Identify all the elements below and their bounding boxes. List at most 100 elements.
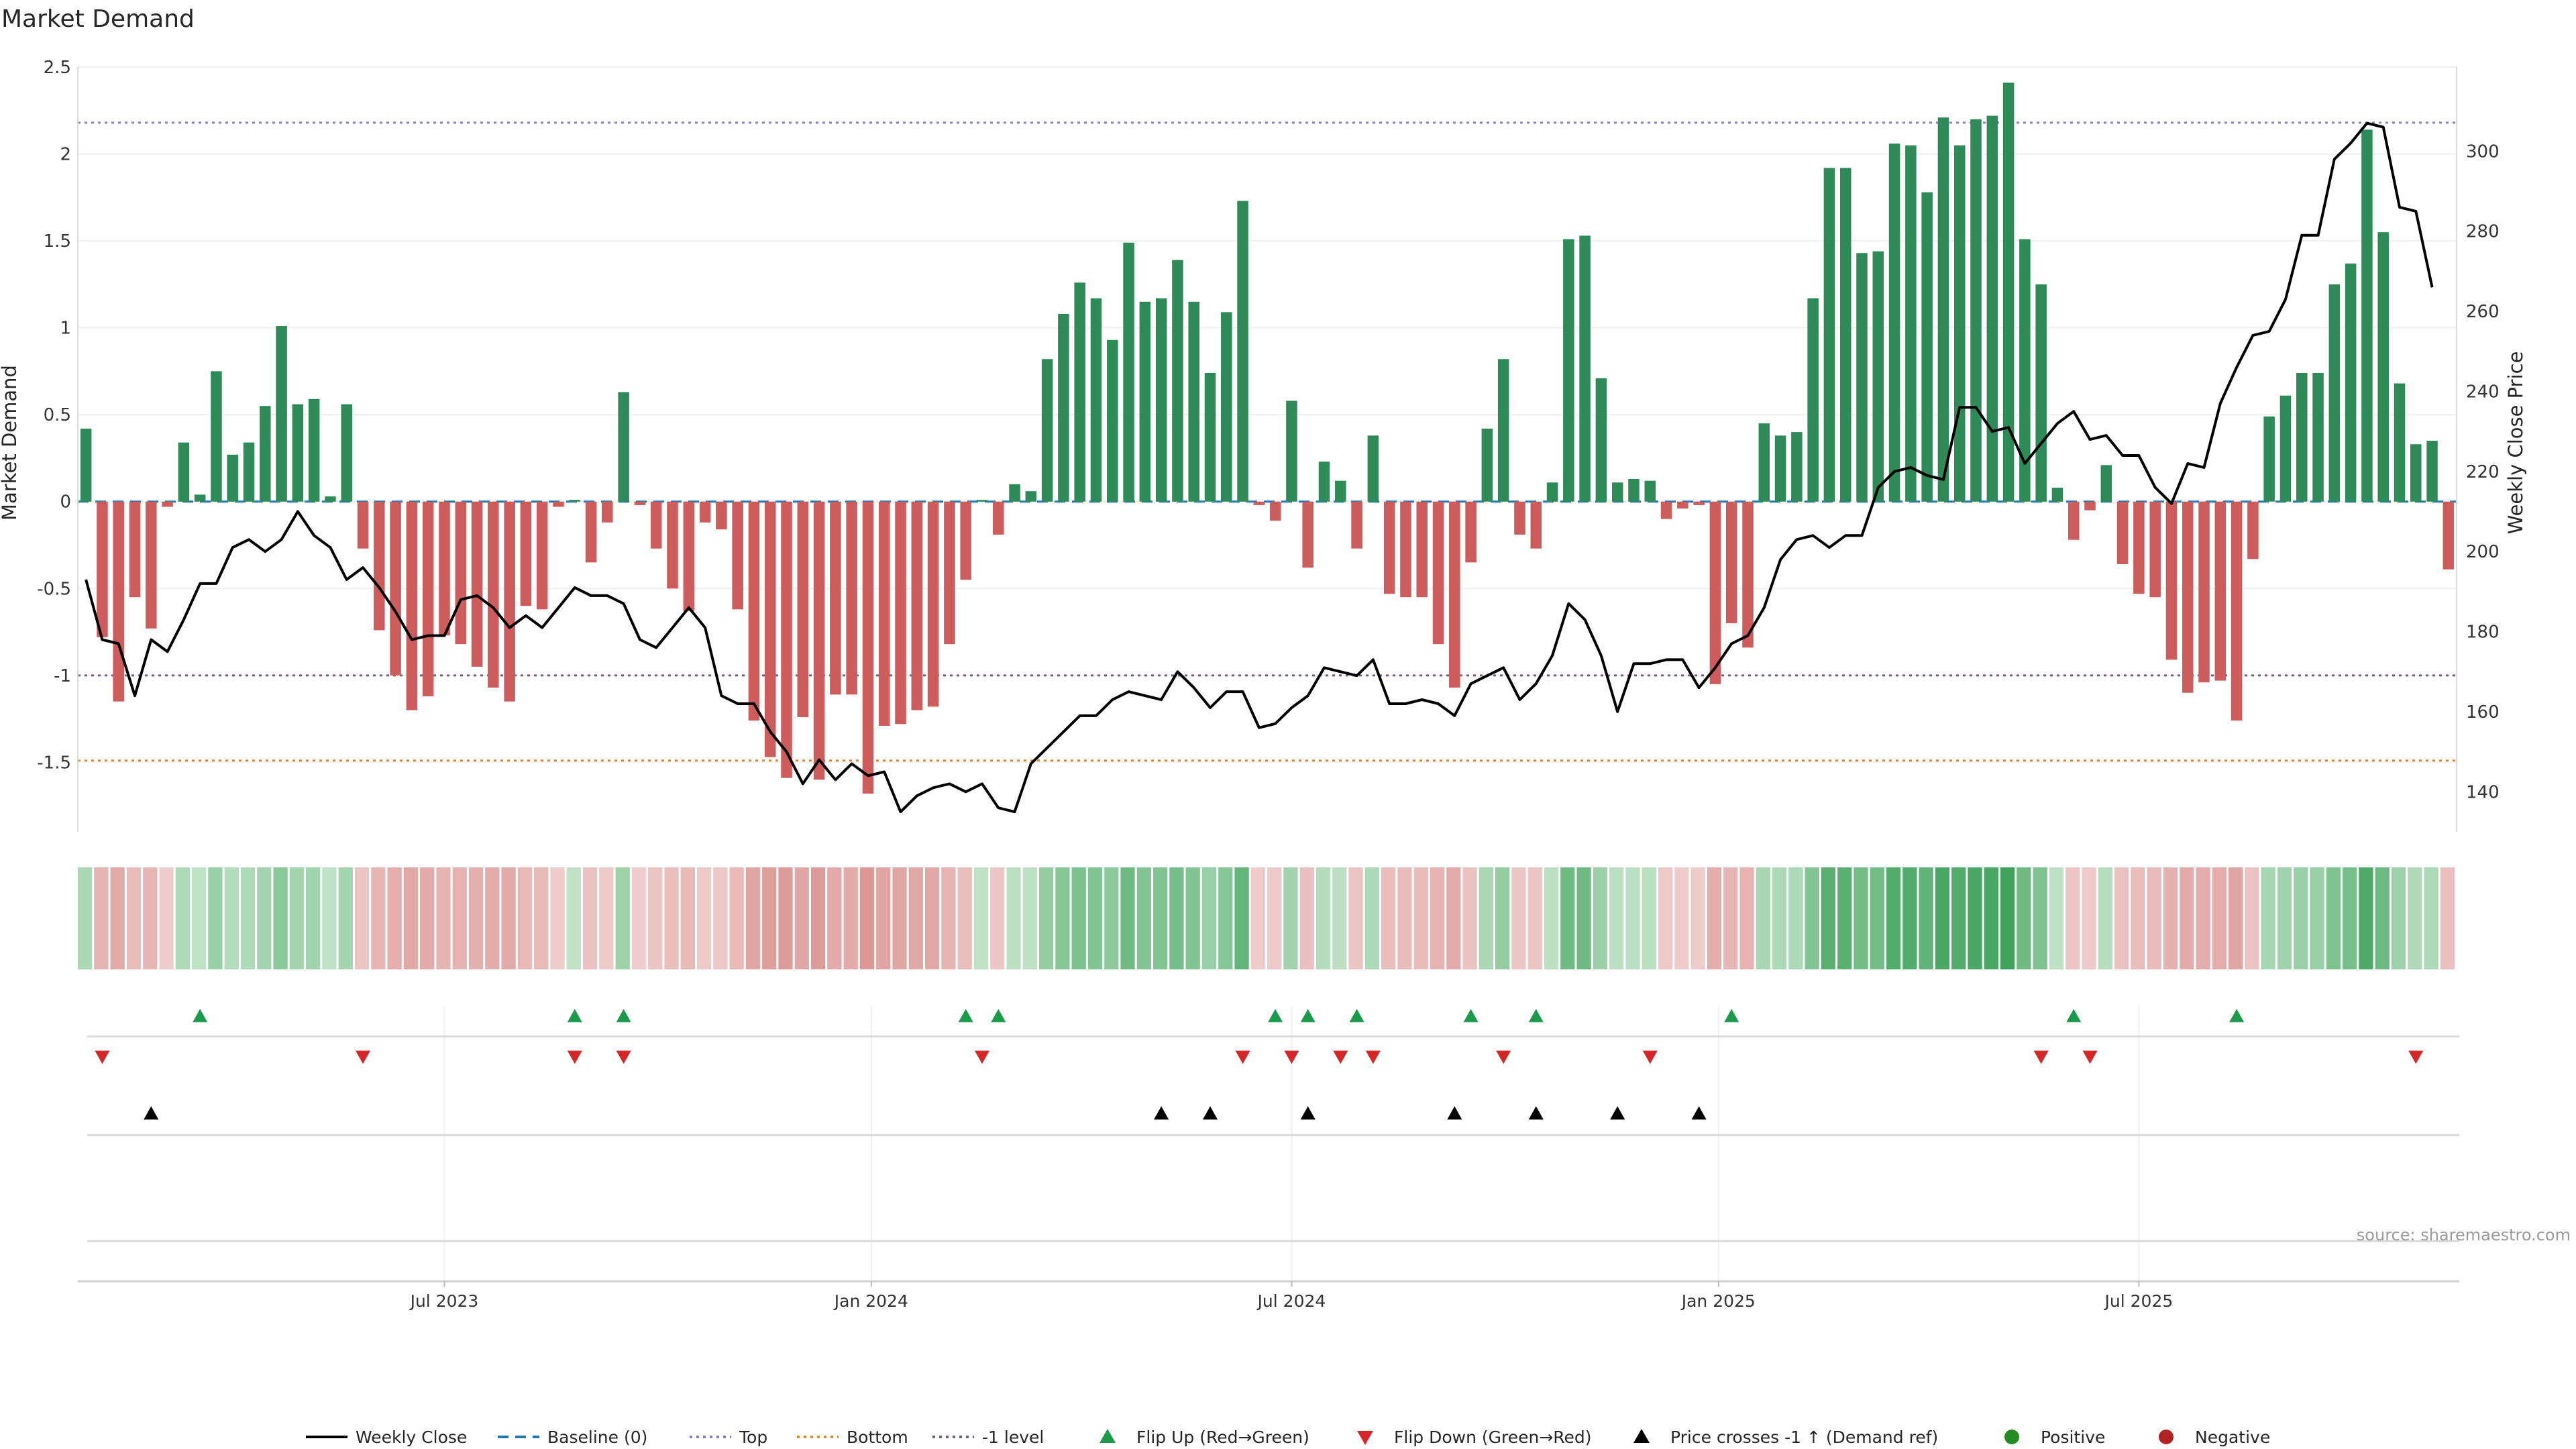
demand-bar (1237, 201, 1248, 502)
heat-cell (631, 867, 647, 969)
demand-bar (764, 501, 776, 757)
heat-cell (94, 867, 109, 969)
demand-bar (1009, 484, 1020, 502)
flip-up-marker (2229, 1009, 2245, 1022)
heat-cell (1707, 867, 1722, 969)
demand-bar (960, 501, 971, 580)
demand-bar (1644, 480, 1656, 502)
heat-cell (2033, 867, 2047, 969)
flip-down-marker (2033, 1051, 2049, 1064)
heat-cell (582, 867, 598, 969)
legend-label: Positive (2041, 1428, 2105, 1447)
heat-cell (2245, 867, 2259, 969)
demand-bar (1155, 298, 1167, 502)
flip-up-marker (991, 1009, 1006, 1022)
heat-cell (941, 867, 956, 969)
flip-up-marker (1349, 1009, 1364, 1022)
heat-cell (1723, 867, 1738, 969)
demand-bar (1937, 117, 1949, 502)
demand-bar (1058, 313, 1069, 502)
demand-bar (1335, 480, 1346, 502)
axes: Market Demand Weekly Close Price -1.5 -1 -… (0, 58, 2527, 832)
heat-cell (436, 867, 451, 969)
demand-bar (341, 404, 353, 502)
legend-item-cross: Price crosses -1 ↑ (Demand ref) (1633, 1428, 1938, 1447)
heat-cell (1739, 867, 1754, 969)
heat-cell (1136, 867, 1151, 969)
legend-label: Price crosses -1 ↑ (Demand ref) (1670, 1428, 1938, 1447)
price-cross-marker (1691, 1106, 1707, 1120)
demand-bar (618, 392, 629, 502)
flip-down-marker (95, 1051, 110, 1064)
heat-cell (2228, 867, 2243, 969)
demand-bar (1905, 145, 1917, 502)
heat-cell (680, 867, 695, 969)
heat-cell (1267, 867, 1282, 969)
weekly-close-line (85, 121, 2434, 814)
heat-cell (1381, 867, 1396, 969)
demand-bar (1172, 260, 1183, 502)
demand-bar (846, 501, 857, 695)
heat-cell (1055, 867, 1070, 969)
demand-bar (1188, 301, 1199, 502)
demand-bar (683, 501, 695, 611)
heat-cell (1430, 867, 1445, 969)
heat-cell (273, 867, 288, 969)
heat-cell (1495, 867, 1510, 969)
flip-down-marker (1642, 1051, 1658, 1064)
heat-cell (354, 867, 370, 969)
demand-bar (2263, 416, 2275, 502)
y-tick-label: -0.5 (37, 579, 71, 599)
heat-cell (2131, 867, 2145, 969)
demand-bar (2084, 501, 2096, 511)
flip-up-marker (1724, 1009, 1739, 1022)
heat-cell (810, 867, 826, 969)
flip-up-marker (567, 1009, 582, 1022)
heat-cell (566, 867, 581, 969)
demand-bar (1709, 501, 1721, 684)
heat-cell (1658, 867, 1673, 969)
demand-bar (992, 501, 1004, 535)
heat-cell (2082, 867, 2096, 969)
demand-bar (1758, 423, 1770, 502)
heat-cell (990, 867, 1005, 969)
demand-bar (1107, 339, 1118, 502)
heat-cell (843, 867, 858, 969)
heat-cell (827, 867, 842, 969)
heat-cell (1332, 867, 1347, 969)
heat-cell (1886, 867, 1901, 969)
heat-cell (713, 867, 728, 969)
heat-cell (2424, 867, 2438, 969)
heat-cell (1984, 867, 1998, 969)
heat-cell (1902, 867, 1917, 969)
demand-bar (2443, 501, 2455, 570)
y2-tick-label: 140 (2466, 782, 2500, 802)
heat-cell (1821, 867, 1836, 969)
demand-bar (1383, 501, 1395, 594)
heat-cell (1152, 867, 1168, 969)
heat-cell (2114, 867, 2129, 969)
heat-cell (957, 867, 972, 969)
legend-label: Top (739, 1428, 767, 1447)
demand-bar (1791, 432, 1803, 502)
heat-cell (2049, 867, 2064, 969)
demand-bar (667, 501, 678, 589)
demand-bar (325, 496, 336, 502)
heat-cell (2408, 867, 2422, 969)
legend-label: Baseline (0) (547, 1428, 647, 1447)
price-cross-marker (1447, 1106, 1462, 1120)
y2-tick-label: 300 (2466, 142, 2500, 162)
heat-cell (1576, 867, 1591, 969)
demand-bar (1693, 501, 1705, 505)
legend-swatch (1357, 1431, 1373, 1445)
heat-cell (1805, 867, 1819, 969)
heat-cell (876, 867, 891, 969)
heat-cell (1642, 867, 1656, 969)
y2-tick-label: 240 (2466, 382, 2500, 402)
heat-cell (1283, 867, 1298, 969)
heat-cell (1038, 867, 1054, 969)
demand-bar (1416, 501, 1428, 598)
flip-up-marker (1528, 1009, 1544, 1022)
heat-cell (1120, 867, 1135, 969)
legend-item-negative: Negative (2159, 1428, 2270, 1447)
